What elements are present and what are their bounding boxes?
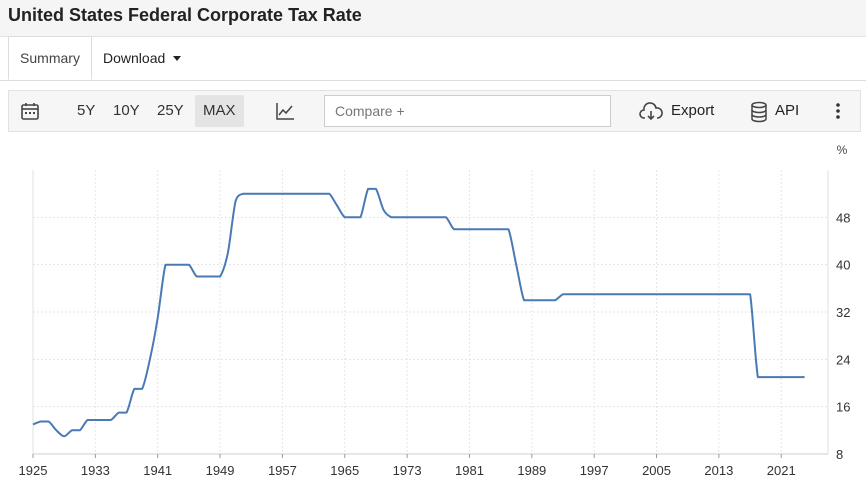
vertical-ellipsis-icon[interactable] xyxy=(833,101,855,123)
x-tick-label: 1925 xyxy=(19,463,48,478)
y-tick-label: 16 xyxy=(836,400,850,415)
x-tick-label: 1981 xyxy=(455,463,484,478)
x-tick-label: 1933 xyxy=(81,463,110,478)
export-button[interactable]: Export xyxy=(671,102,715,119)
title-bar: United States Federal Corporate Tax Rate xyxy=(0,0,866,37)
x-tick-label: 1949 xyxy=(206,463,235,478)
x-tick-label: 2013 xyxy=(704,463,733,478)
y-axis-unit-label: % xyxy=(837,143,848,157)
tab-download[interactable]: Download xyxy=(103,36,182,80)
tax-rate-chart: 8 16 24 32 40 48 1925 1933 1941 1949 1957 1965 1973 1… xyxy=(19,143,851,478)
line-chart-icon[interactable] xyxy=(275,101,297,123)
series-line xyxy=(32,187,805,438)
y-tick-label: 24 xyxy=(836,352,850,367)
x-tick-label: 1997 xyxy=(580,463,609,478)
range-10y[interactable]: 10Y xyxy=(113,102,140,119)
tab-bar: Summary Download xyxy=(0,36,866,81)
range-max[interactable]: MAX xyxy=(195,95,244,127)
x-tick-label: 1973 xyxy=(393,463,422,478)
x-tick-label: 1941 xyxy=(143,463,172,478)
y-tick-label: 8 xyxy=(836,447,843,462)
x-tick-label: 1989 xyxy=(517,463,546,478)
range-25y[interactable]: 25Y xyxy=(157,102,184,119)
tab-summary[interactable]: Summary xyxy=(8,36,92,80)
database-icon[interactable] xyxy=(749,101,771,123)
x-tick-label: 2005 xyxy=(642,463,671,478)
tab-download-label: Download xyxy=(103,50,166,66)
caret-down-icon xyxy=(173,55,182,61)
api-button[interactable]: API xyxy=(775,102,800,119)
compare-input[interactable] xyxy=(324,95,611,127)
chart-series xyxy=(32,187,805,438)
cloud-download-icon[interactable] xyxy=(639,102,663,124)
page-title: United States Federal Corporate Tax Rate xyxy=(8,5,362,25)
x-tick-label: 1965 xyxy=(330,463,359,478)
chart-toolbar: 5Y 10Y 25Y MAX Export API xyxy=(8,90,861,132)
range-5y[interactable]: 5Y xyxy=(77,102,96,119)
chart-gridlines xyxy=(32,170,828,455)
calendar-icon[interactable] xyxy=(20,101,42,123)
x-tick-label: 1957 xyxy=(268,463,297,478)
x-tick-label: 2021 xyxy=(767,463,796,478)
y-tick-label: 40 xyxy=(836,258,850,273)
chart-axes: 8 16 24 32 40 48 1925 1933 1941 1949 1957 1965 1973 1… xyxy=(19,170,850,478)
y-tick-label: 32 xyxy=(836,305,850,320)
y-tick-label: 48 xyxy=(836,210,850,225)
